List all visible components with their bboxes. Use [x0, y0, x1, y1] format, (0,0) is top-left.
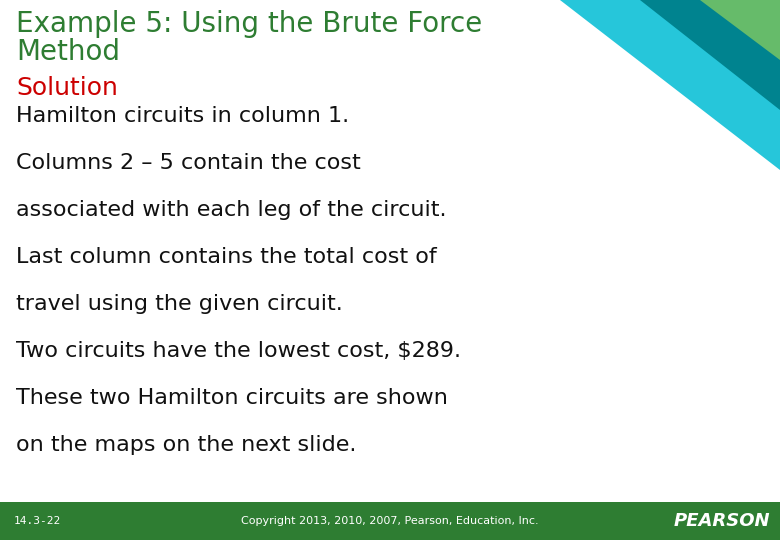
Text: associated with each leg of the circuit.: associated with each leg of the circuit. — [16, 200, 446, 220]
Text: on the maps on the next slide.: on the maps on the next slide. — [16, 435, 356, 455]
Text: 14.3-22: 14.3-22 — [14, 516, 62, 526]
Polygon shape — [700, 0, 780, 60]
Text: Example 5: Using the Brute Force: Example 5: Using the Brute Force — [16, 10, 482, 38]
Bar — [0, 502, 780, 540]
Text: Copyright 2013, 2010, 2007, Pearson, Education, Inc.: Copyright 2013, 2010, 2007, Pearson, Edu… — [241, 516, 539, 526]
Text: Columns 2 – 5 contain the cost: Columns 2 – 5 contain the cost — [16, 153, 360, 173]
Text: These two Hamilton circuits are shown: These two Hamilton circuits are shown — [16, 388, 448, 408]
Text: Hamilton circuits in column 1.: Hamilton circuits in column 1. — [16, 106, 349, 126]
Polygon shape — [640, 0, 780, 110]
Text: PEARSON: PEARSON — [673, 512, 770, 530]
Text: travel using the given circuit.: travel using the given circuit. — [16, 294, 342, 314]
Text: Solution: Solution — [16, 76, 118, 100]
Text: Method: Method — [16, 38, 120, 66]
Text: Last column contains the total cost of: Last column contains the total cost of — [16, 247, 437, 267]
Polygon shape — [560, 0, 780, 170]
Text: Two circuits have the lowest cost, $289.: Two circuits have the lowest cost, $289. — [16, 341, 461, 361]
